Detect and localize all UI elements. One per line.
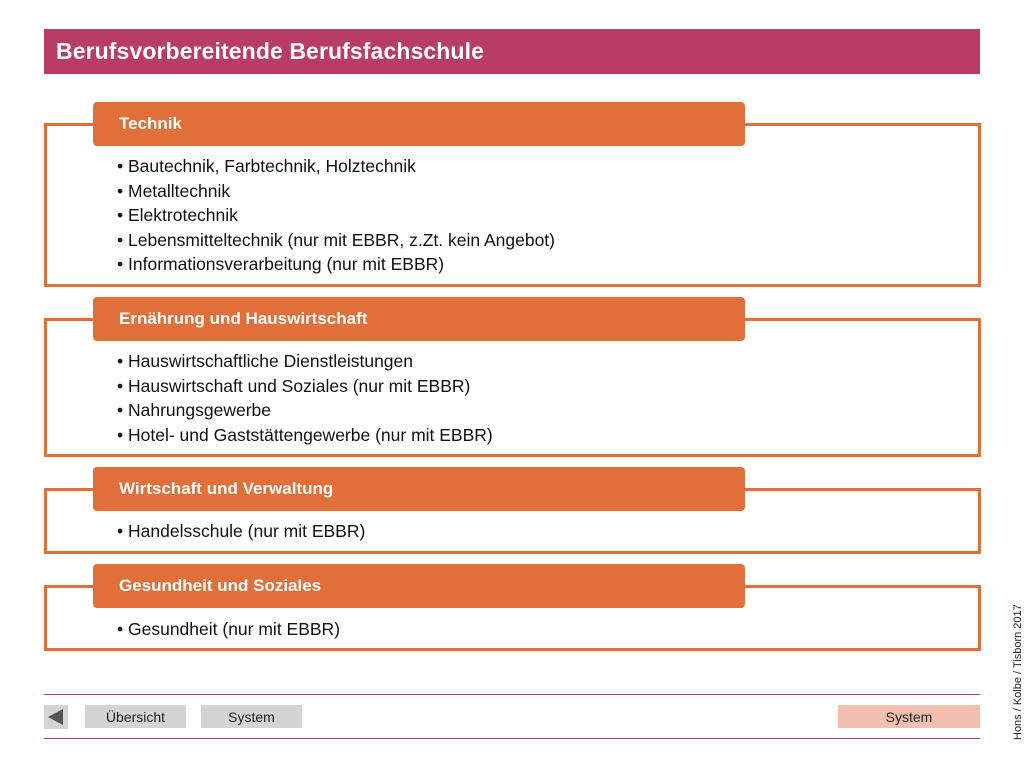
footer-divider-top (44, 694, 980, 695)
section-header-technik: Technik (93, 102, 745, 146)
section-header-ernaehrung: Ernährung und Hauswirtschaft (93, 297, 745, 341)
list-item: Informationsverarbeitung (nur mit EBBR) (117, 252, 555, 277)
system-button-right[interactable]: System (838, 705, 980, 728)
back-button[interactable] (44, 705, 68, 729)
section-list-technik: Bautechnik, Farbtechnik, Holztechnik Met… (117, 154, 555, 277)
list-item: Nahrungsgewerbe (117, 398, 493, 423)
section-list-gesundheit: Gesundheit (nur mit EBBR) (117, 617, 340, 642)
section-list-ernaehrung: Hauswirtschaftliche Dienstleistungen Hau… (117, 349, 493, 447)
section-list-wirtschaft: Handelsschule (nur mit EBBR) (117, 519, 365, 544)
list-item: Hauswirtschaft und Soziales (nur mit EBB… (117, 374, 493, 399)
list-item: Elektrotechnik (117, 203, 555, 228)
page-title: Berufsvorbereitende Berufsfachschule (56, 38, 484, 64)
list-item: Hauswirtschaftliche Dienstleistungen (117, 349, 493, 374)
list-item: Bautechnik, Farbtechnik, Holztechnik (117, 154, 555, 179)
list-item: Lebensmitteltechnik (nur mit EBBR, z.Zt.… (117, 228, 555, 253)
list-item: Metalltechnik (117, 179, 555, 204)
section-header-gesundheit: Gesundheit und Soziales (93, 564, 745, 608)
footer-divider-bottom (44, 738, 980, 739)
credit-text: Hons / Kolbe / Tisborn 2017 (1012, 604, 1024, 740)
list-item: Hotel- und Gaststättengewerbe (nur mit E… (117, 423, 493, 448)
title-bar: Berufsvorbereitende Berufsfachschule (44, 29, 980, 74)
triangle-left-icon (48, 709, 63, 725)
list-item: Gesundheit (nur mit EBBR) (117, 617, 340, 642)
system-button[interactable]: System (201, 705, 302, 728)
overview-button[interactable]: Übersicht (85, 705, 186, 728)
section-header-wirtschaft: Wirtschaft und Verwaltung (93, 467, 745, 511)
list-item: Handelsschule (nur mit EBBR) (117, 519, 365, 544)
